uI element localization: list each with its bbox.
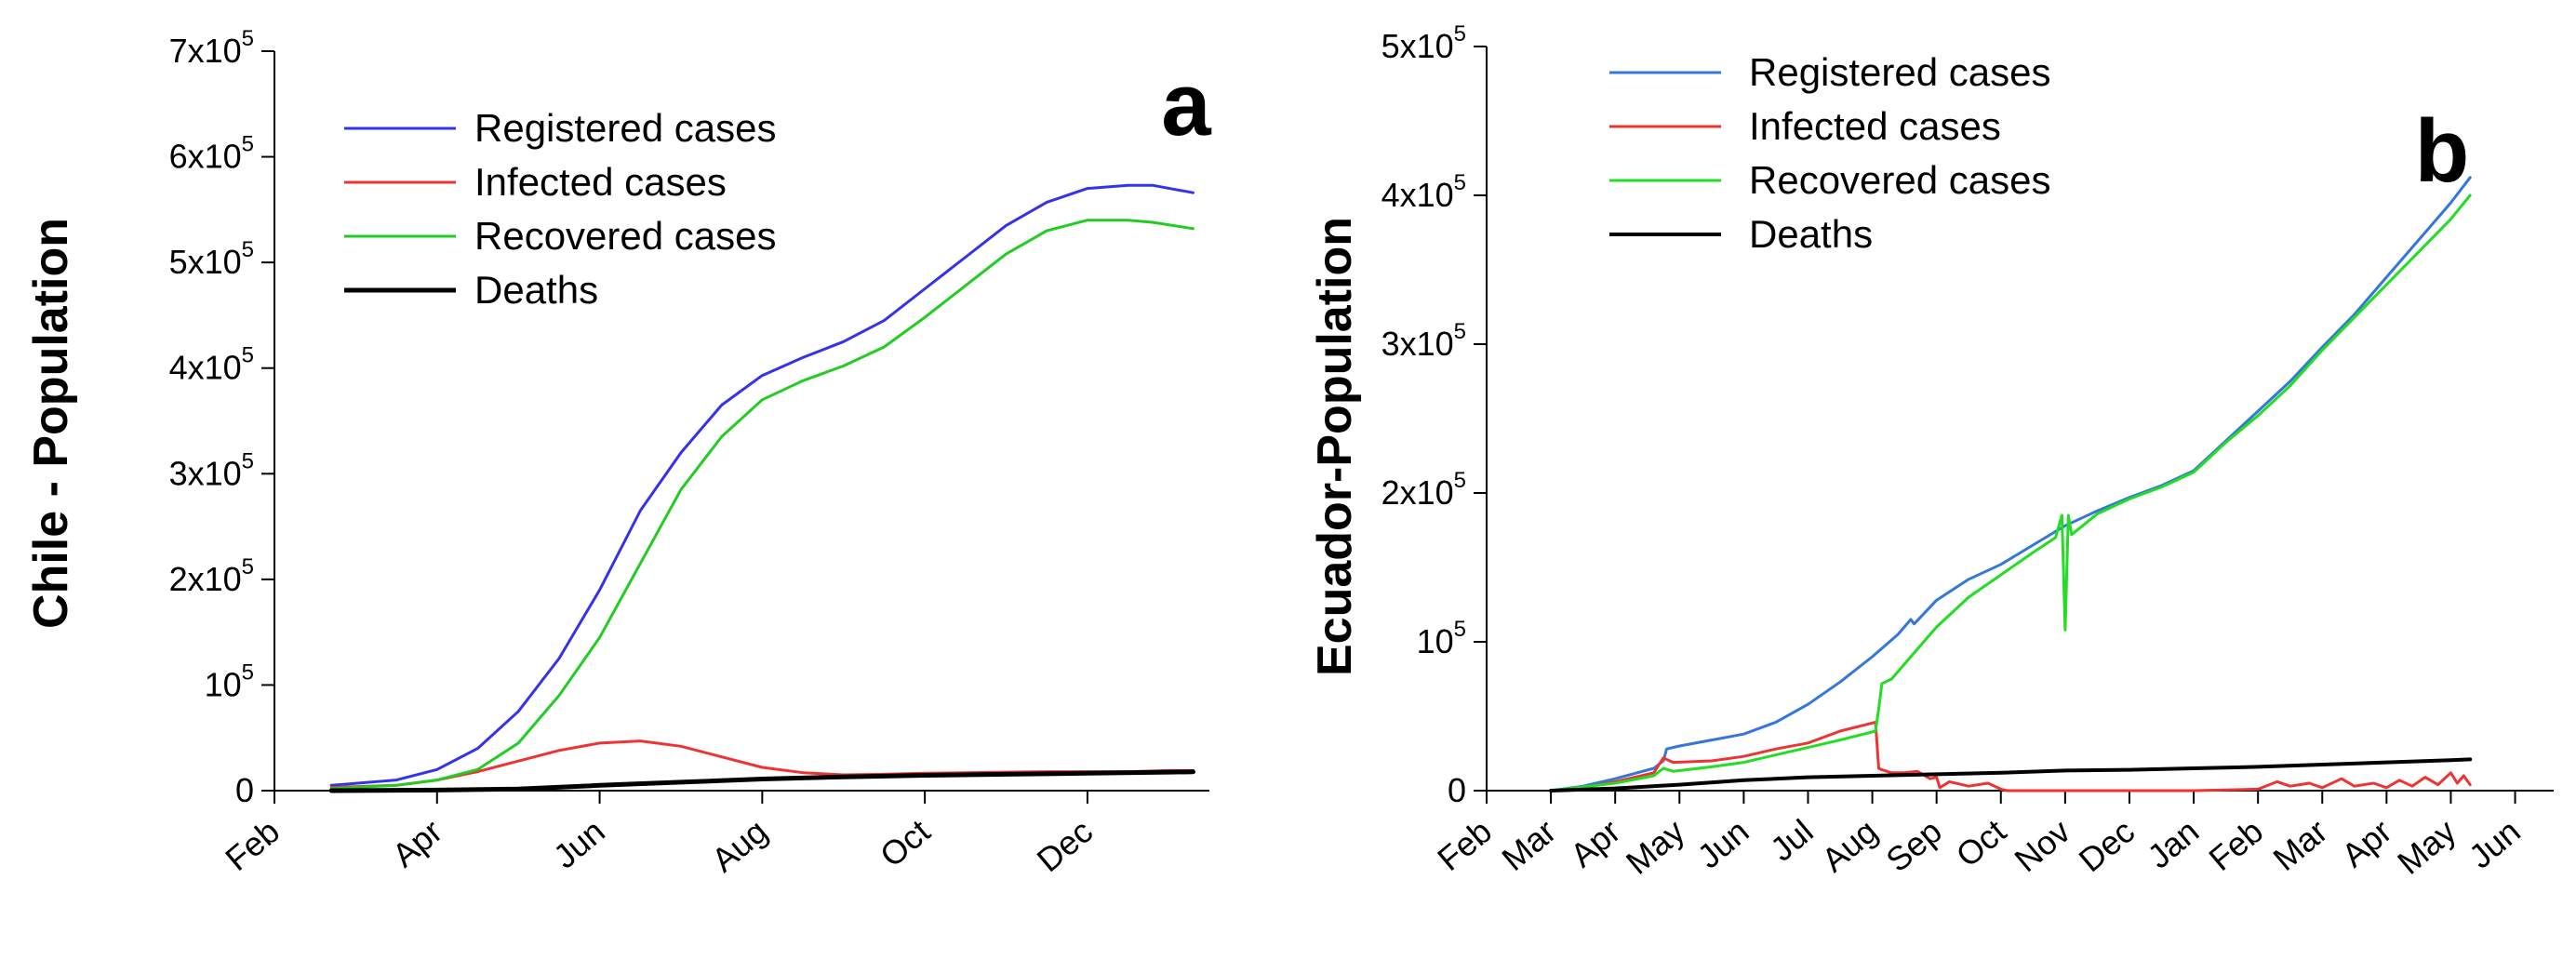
y-tick-label: 0 [1448, 771, 1466, 809]
panel-b-y-axis-label: Ecuador-Population [1308, 217, 1362, 676]
panel-a-y-axis-label: Chile - Population [24, 218, 78, 629]
y-tick-label: 4x105 [169, 343, 254, 387]
legend-label: Recovered cases [474, 214, 777, 258]
panel-b-legend: Registered cases Infected cases Recovered … [1609, 50, 2051, 256]
legend-label: Infected cases [474, 160, 727, 204]
x-tick-label: Feb [218, 812, 287, 878]
x-tick-label: May [1619, 812, 1691, 882]
panel-a-legend: Registered cases Infected cases Recovered … [344, 106, 777, 312]
x-tick-label: Mar [2266, 812, 2335, 878]
y-tick-label: 2x105 [169, 554, 254, 598]
panel-b-chart: Ecuador-Population b 0 105 2x105 3x105 4x105… [1308, 21, 2554, 882]
series-line-registered-cases [329, 183, 1195, 787]
x-tick-label: Apr [385, 812, 449, 874]
x-tick-label: Aug [704, 812, 774, 880]
y-tick-label: 7x105 [169, 26, 254, 70]
x-tick-label: Feb [1430, 812, 1499, 878]
y-tick-label: 5x105 [1381, 21, 1466, 65]
x-tick-label: Jul [1763, 812, 1821, 869]
series-line-recovered-cases [329, 219, 1195, 791]
y-tick-label: 3x105 [1381, 319, 1466, 363]
x-tick-label: Apr [2334, 812, 2398, 874]
legend-label: Registered cases [1749, 50, 2051, 94]
x-tick-label: Sep [1878, 812, 1948, 880]
series-line-deaths [328, 769, 1195, 793]
x-tick-label: Oct [873, 812, 937, 874]
x-tick-label: Mar [1494, 812, 1563, 878]
y-tick-label: 2x105 [1381, 468, 1466, 512]
panel-a-chart: Chile - Population a 0 105 2x105 3x105 4x105… [24, 26, 1211, 879]
x-tick-label: Dec [1030, 812, 1100, 880]
x-tick-label: May [2390, 812, 2463, 882]
x-tick-label: Feb [2201, 812, 2270, 878]
y-tick-label: 5x105 [169, 237, 254, 281]
y-tick-label: 6x105 [169, 132, 254, 176]
y-tick-label: 105 [1417, 617, 1466, 660]
panel-b-label: b [2415, 101, 2470, 201]
series-line-deaths [1549, 757, 2473, 793]
x-tick-label: Dec [2072, 812, 2142, 880]
legend-label: Registered cases [474, 106, 777, 150]
series-line-recovered-cases [1549, 193, 2472, 793]
panel-a-label: a [1161, 55, 1211, 154]
y-tick-label: 105 [205, 659, 254, 703]
x-tick-label: Nov [2008, 812, 2077, 880]
x-tick-label: Jan [2140, 812, 2206, 876]
y-tick-label: 0 [235, 771, 254, 809]
x-tick-label: Jun [2462, 812, 2528, 876]
panel-a-plot-area: 0 105 2x105 3x105 4x105 5x105 6x105 7x105 Feb Apr… [169, 26, 1209, 879]
x-tick-label: Jun [546, 812, 612, 876]
y-tick-label: 4x105 [1381, 170, 1466, 214]
x-tick-label: Oct [1949, 812, 2013, 874]
x-tick-label: Jun [1690, 812, 1756, 876]
y-tick-label: 3x105 [169, 448, 254, 492]
legend-label: Recovered cases [1749, 158, 2051, 202]
legend-label: Infected cases [1749, 104, 2001, 148]
legend-label: Deaths [1749, 212, 1873, 256]
x-tick-label: Aug [1814, 812, 1884, 880]
series-line-registered-cases [1549, 176, 2472, 793]
legend-label: Deaths [474, 268, 598, 312]
series-line-infected-cases [1549, 720, 2472, 793]
x-tick-label: Apr [1563, 812, 1627, 874]
